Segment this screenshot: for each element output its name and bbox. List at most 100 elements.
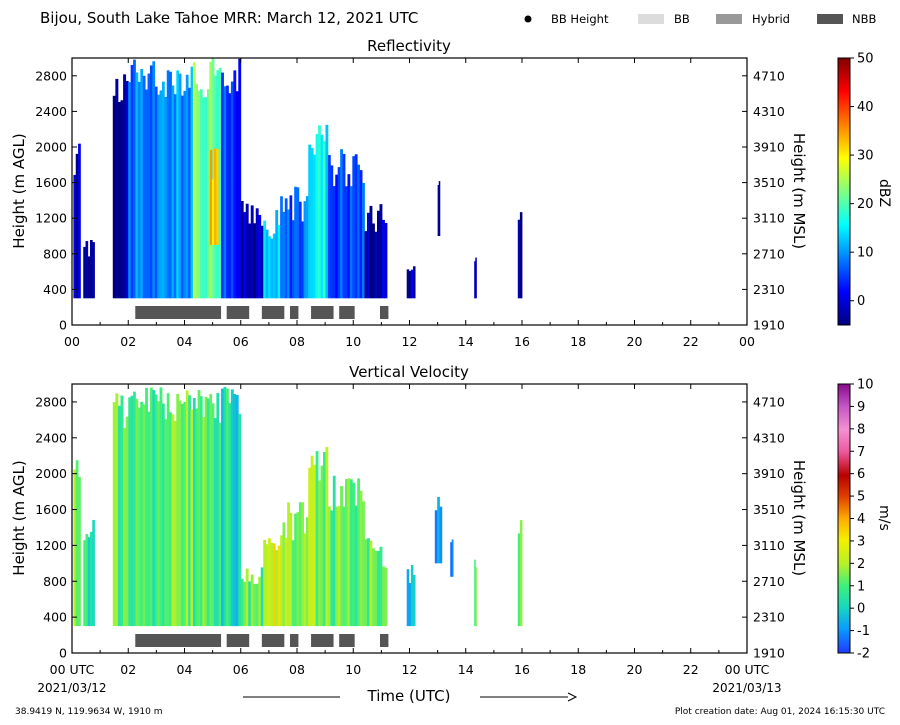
colorbar-tick-label: 3	[857, 534, 865, 549]
y-tick-label: 400	[43, 282, 67, 297]
x-tick-label: 16	[514, 662, 530, 677]
echo-region	[221, 58, 242, 299]
x-tick-label: 12	[402, 334, 418, 349]
bb-type-bar	[135, 634, 222, 647]
y-tick-label-right: 4310	[753, 430, 785, 445]
colorbar-tick-label: 2	[857, 557, 865, 572]
time-axis-label: Time (UTC)	[367, 687, 451, 705]
y-tick-label-right: 4710	[753, 394, 785, 409]
bb-type-bar	[289, 634, 299, 647]
echo-region	[437, 181, 441, 236]
bb-type-bar	[339, 306, 355, 319]
colorbar-tick-label: 50	[857, 52, 874, 67]
echo-region	[192, 390, 222, 627]
x-tick-label: 10	[345, 334, 361, 349]
colorbar-tick-label: 0	[857, 294, 865, 309]
y-tick-label: 1200	[35, 538, 67, 553]
reflectivity-title: Reflectivity	[367, 37, 451, 55]
colorbar-tick-label: 5	[857, 490, 865, 505]
reflectivity-colorbar-ticks: 0 10 20 30 40 50	[850, 52, 874, 309]
bb-type-bar	[261, 306, 285, 319]
y-tick-label: 0	[59, 646, 67, 661]
echo-region	[263, 538, 281, 627]
x-tick-label: 14	[458, 662, 474, 677]
velocity-title: Vertical Velocity	[349, 363, 469, 381]
x-tick-label: 22	[683, 662, 699, 677]
y-tick-label: 1200	[35, 211, 67, 226]
colorbar-tick-label: -1	[857, 624, 870, 639]
echo-region	[128, 59, 163, 299]
echo-region	[474, 559, 477, 627]
velocity-echoes	[73, 386, 523, 627]
echo-region	[308, 124, 329, 299]
x-tick-label: 04	[177, 662, 193, 677]
reflectivity-echoes	[73, 58, 523, 299]
y-tick-label-right: 1910	[753, 646, 785, 661]
velocity-bb-type-bars	[135, 634, 389, 647]
echo-region	[240, 567, 264, 627]
y-tick-label-right: 3910	[753, 140, 785, 155]
x-tick-label: 02	[120, 334, 136, 349]
x-tick-label: 00 UTC	[50, 662, 95, 677]
x-tick-label: 14	[458, 334, 474, 349]
bb-type-bar	[311, 306, 334, 319]
x-tick-label: 18	[570, 662, 586, 677]
y-tick-label: 400	[43, 610, 67, 625]
y-tick-label-right: 2710	[753, 246, 785, 261]
velocity-colorbar-ticks: -2 -1 0 1 2 3 4 5 6 7 8 9 10	[850, 378, 874, 662]
echo-region	[128, 387, 163, 627]
x-tick-label: 08	[289, 662, 305, 677]
velocity-colorbar-label: m/s	[876, 505, 892, 531]
y-tick-label-right: 4310	[753, 104, 785, 119]
y-tick-label-right: 2710	[753, 574, 785, 589]
reflectivity-bb-type-bars	[135, 306, 389, 319]
figure-title: Bijou, South Lake Tahoe MRR: March 12, 2…	[40, 9, 418, 27]
bb-type-bar	[379, 306, 389, 319]
legend-bb-label: BB	[674, 12, 690, 26]
y-tick-label: 2000	[35, 140, 67, 155]
end-date: 2021/03/13	[712, 681, 781, 695]
echo-region	[83, 239, 95, 299]
y-tick-label: 2800	[35, 68, 67, 83]
echo-region	[364, 538, 388, 627]
x-tick-label: 08	[289, 334, 305, 349]
echo-region	[240, 201, 264, 299]
echo-region	[308, 447, 329, 627]
x-tick-label: 00	[64, 334, 80, 349]
bb-type-bar	[311, 634, 334, 647]
y-tick-label-right: 4710	[753, 68, 785, 83]
bb-type-bar	[226, 634, 250, 647]
reflectivity-y-ticks: 0 400 800 1200 1600 2000 2400 2800	[35, 68, 747, 333]
y-tick-label: 800	[43, 574, 67, 589]
reflectivity-x-ticks: 00 02 04 06 08 10 12 14 16 18 20 22 00	[64, 58, 755, 349]
reflectivity-colorbar	[837, 57, 851, 326]
velocity-y-ticks: 0 400 800 1200 1600 2000 2400 2800	[35, 394, 747, 661]
echo-region	[73, 460, 81, 627]
reflectivity-colorbar-label: dBZ	[876, 179, 892, 207]
y-tick-label-right: 2310	[753, 610, 785, 625]
x-tick-label: 16	[514, 334, 530, 349]
colorbar-tick-label: -2	[857, 647, 870, 662]
echo-region	[434, 497, 443, 564]
echo-region	[280, 186, 309, 299]
x-tick-label: 12	[402, 662, 418, 677]
colorbar-tick-label: 40	[857, 100, 874, 115]
velocity-ylabel-right: Height (m MSL)	[790, 460, 808, 576]
velocity-ylabel: Height (m AGL)	[10, 460, 28, 575]
y-tick-label: 2400	[35, 104, 67, 119]
echo-region	[327, 475, 365, 627]
colorbar-tick-label: 7	[857, 445, 865, 460]
echo-region	[112, 74, 129, 299]
x-tick-label: 20	[627, 334, 643, 349]
y-tick-label: 0	[59, 318, 67, 333]
echo-region	[406, 266, 416, 299]
echo-region	[406, 565, 416, 627]
bb-type-bar	[289, 306, 299, 319]
x-tick-label: 06	[233, 662, 249, 677]
legend-nbb-label: NBB	[852, 12, 876, 26]
echo-region	[83, 519, 95, 627]
legend-nbb-swatch	[817, 14, 843, 24]
echo-region	[112, 393, 129, 627]
